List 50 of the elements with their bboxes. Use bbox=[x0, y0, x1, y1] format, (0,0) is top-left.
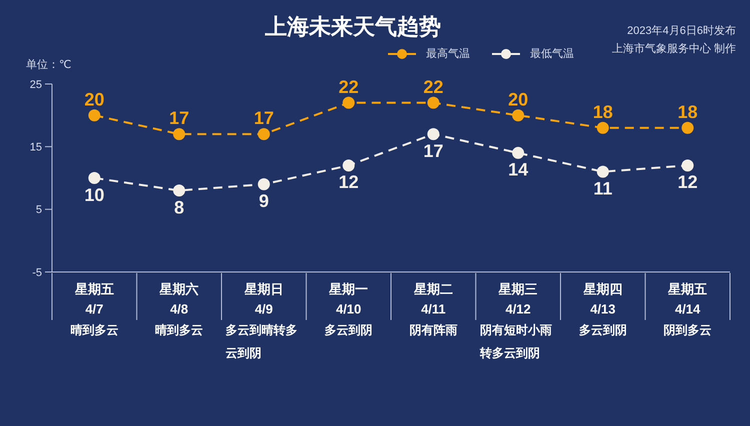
point bbox=[427, 96, 440, 109]
point bbox=[342, 96, 355, 109]
y-tick-label: -5 bbox=[32, 266, 42, 279]
x-tick-label: 星期一 4/10 多云到阴 bbox=[324, 282, 373, 337]
data-label: 17 bbox=[254, 108, 274, 128]
point bbox=[173, 128, 186, 140]
point bbox=[682, 159, 694, 172]
data-label: 17 bbox=[169, 108, 190, 128]
point bbox=[427, 128, 440, 140]
data-label: 20 bbox=[508, 89, 528, 110]
point bbox=[173, 184, 186, 197]
data-label: 18 bbox=[592, 102, 613, 122]
point bbox=[258, 178, 270, 190]
legend-label: 最高气温 bbox=[426, 46, 470, 61]
legend-label: 最低气温 bbox=[530, 47, 574, 61]
point bbox=[88, 109, 100, 122]
x-tick-label: 星期六 4/8 晴到多云 bbox=[155, 282, 204, 337]
data-label: 10 bbox=[84, 184, 104, 205]
text: 上海市气象服务中心 制作 bbox=[612, 42, 736, 57]
data-label: 18 bbox=[678, 102, 698, 122]
point bbox=[596, 166, 609, 178]
point bbox=[512, 109, 524, 122]
data-label: 12 bbox=[678, 172, 698, 192]
data-label: 12 bbox=[338, 172, 359, 192]
data-label: 8 bbox=[174, 197, 184, 218]
point bbox=[258, 128, 270, 140]
y-tick-label: 5 bbox=[36, 204, 42, 216]
y-tick-label: 25 bbox=[30, 78, 42, 91]
data-label: 9 bbox=[258, 191, 269, 212]
data-label: 17 bbox=[423, 140, 444, 161]
chart-title: 上海未来天气趋势 bbox=[265, 14, 441, 39]
x-tick-label: 星期二 4/11 阴有阵雨 bbox=[409, 282, 458, 337]
x-tick-label: 星期五 4/7 晴到多云 bbox=[70, 282, 118, 337]
y-axis-title: 单位：℃ bbox=[26, 58, 72, 72]
x-tick-label: 星期日 4/9 多云到晴转多云到阴 bbox=[226, 282, 298, 360]
data-label: 20 bbox=[84, 89, 104, 110]
x-tick-label: 星期四 4/13 多云到阴 bbox=[578, 282, 627, 337]
x-tick-label: 星期三 4/12 阴有短时小雨转多云到阴 bbox=[478, 282, 552, 360]
data-label: 14 bbox=[508, 160, 528, 180]
y-tick-label: 15 bbox=[30, 142, 42, 154]
data-label: 22 bbox=[423, 76, 444, 97]
point bbox=[342, 159, 355, 172]
data-label: 22 bbox=[338, 76, 359, 97]
text: 2023年4月6日6时发布 bbox=[626, 24, 736, 39]
point bbox=[682, 122, 694, 134]
x-tick-label: 星期五 4/14 阴到多云 bbox=[664, 282, 712, 337]
point bbox=[596, 122, 609, 134]
data-label: 11 bbox=[593, 178, 612, 199]
point bbox=[512, 146, 524, 159]
point bbox=[88, 172, 100, 184]
